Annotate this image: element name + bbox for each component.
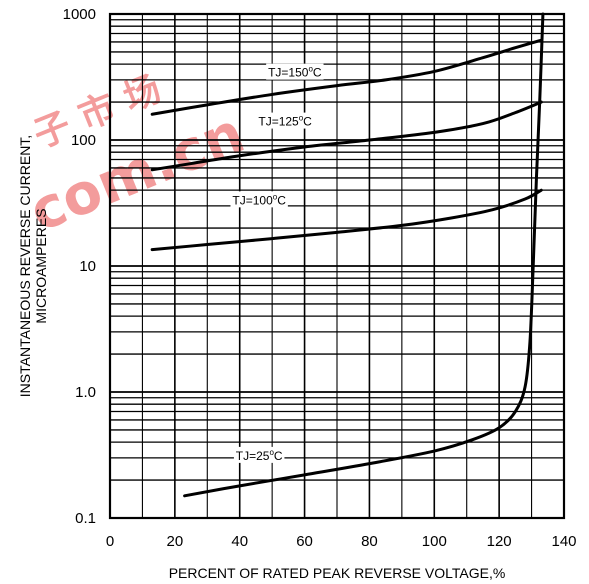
series-label: TJ=125oC: [258, 114, 312, 129]
y-tick-label: 10: [79, 258, 96, 275]
y-tick-label: 1.0: [75, 384, 96, 401]
series-label-bg: [233, 446, 285, 463]
grid: [110, 14, 564, 518]
y-tick-label: 0.1: [75, 510, 96, 527]
series-label-bg: [256, 112, 314, 129]
series-label: TJ=100oC: [232, 192, 286, 207]
y-axis-title-line-2: MICROAMPERES: [33, 208, 49, 323]
x-axis-title: PERCENT OF RATED PEAK REVERSE VOLTAGE,%: [169, 565, 506, 581]
series-label: TJ=150oC: [268, 65, 322, 80]
x-tick-label: 40: [231, 533, 248, 550]
y-axis-title: INSTANTANEOUS REVERSE CURRENT, MICROAMPE…: [17, 135, 49, 397]
x-tick-label: 120: [487, 533, 512, 550]
series-labels: TJ=150oC TJ=125oC TJ=100oC TJ=25oC: [230, 63, 324, 463]
x-tick-label: 60: [296, 533, 313, 550]
y-tick-labels: 0.1 1.0 10 100 1000: [63, 6, 96, 527]
series-label-bg: [266, 63, 324, 80]
series-line: [150, 38, 543, 116]
y-tick-label: 1000: [63, 6, 96, 23]
series-label: TJ=25oC: [236, 448, 283, 463]
plot-frame: [108, 12, 566, 520]
x-tick-label: 100: [422, 533, 447, 550]
series-label-bg: [230, 191, 288, 208]
series-line: [150, 188, 543, 252]
series-lines: [150, 12, 545, 498]
series-line: [150, 100, 543, 172]
x-tick-label: 80: [361, 533, 378, 550]
x-tick-labels: 0 20 40 60 80 100 120 140: [106, 533, 577, 550]
y-tick-label: 100: [71, 132, 96, 149]
series-line: [183, 12, 545, 498]
x-tick-label: 140: [551, 533, 576, 550]
x-tick-label: 0: [106, 533, 114, 550]
x-tick-label: 20: [167, 533, 184, 550]
watermark: com.cn 子 市 场: [21, 68, 253, 245]
y-axis-title-line-1: INSTANTANEOUS REVERSE CURRENT,: [17, 135, 33, 397]
